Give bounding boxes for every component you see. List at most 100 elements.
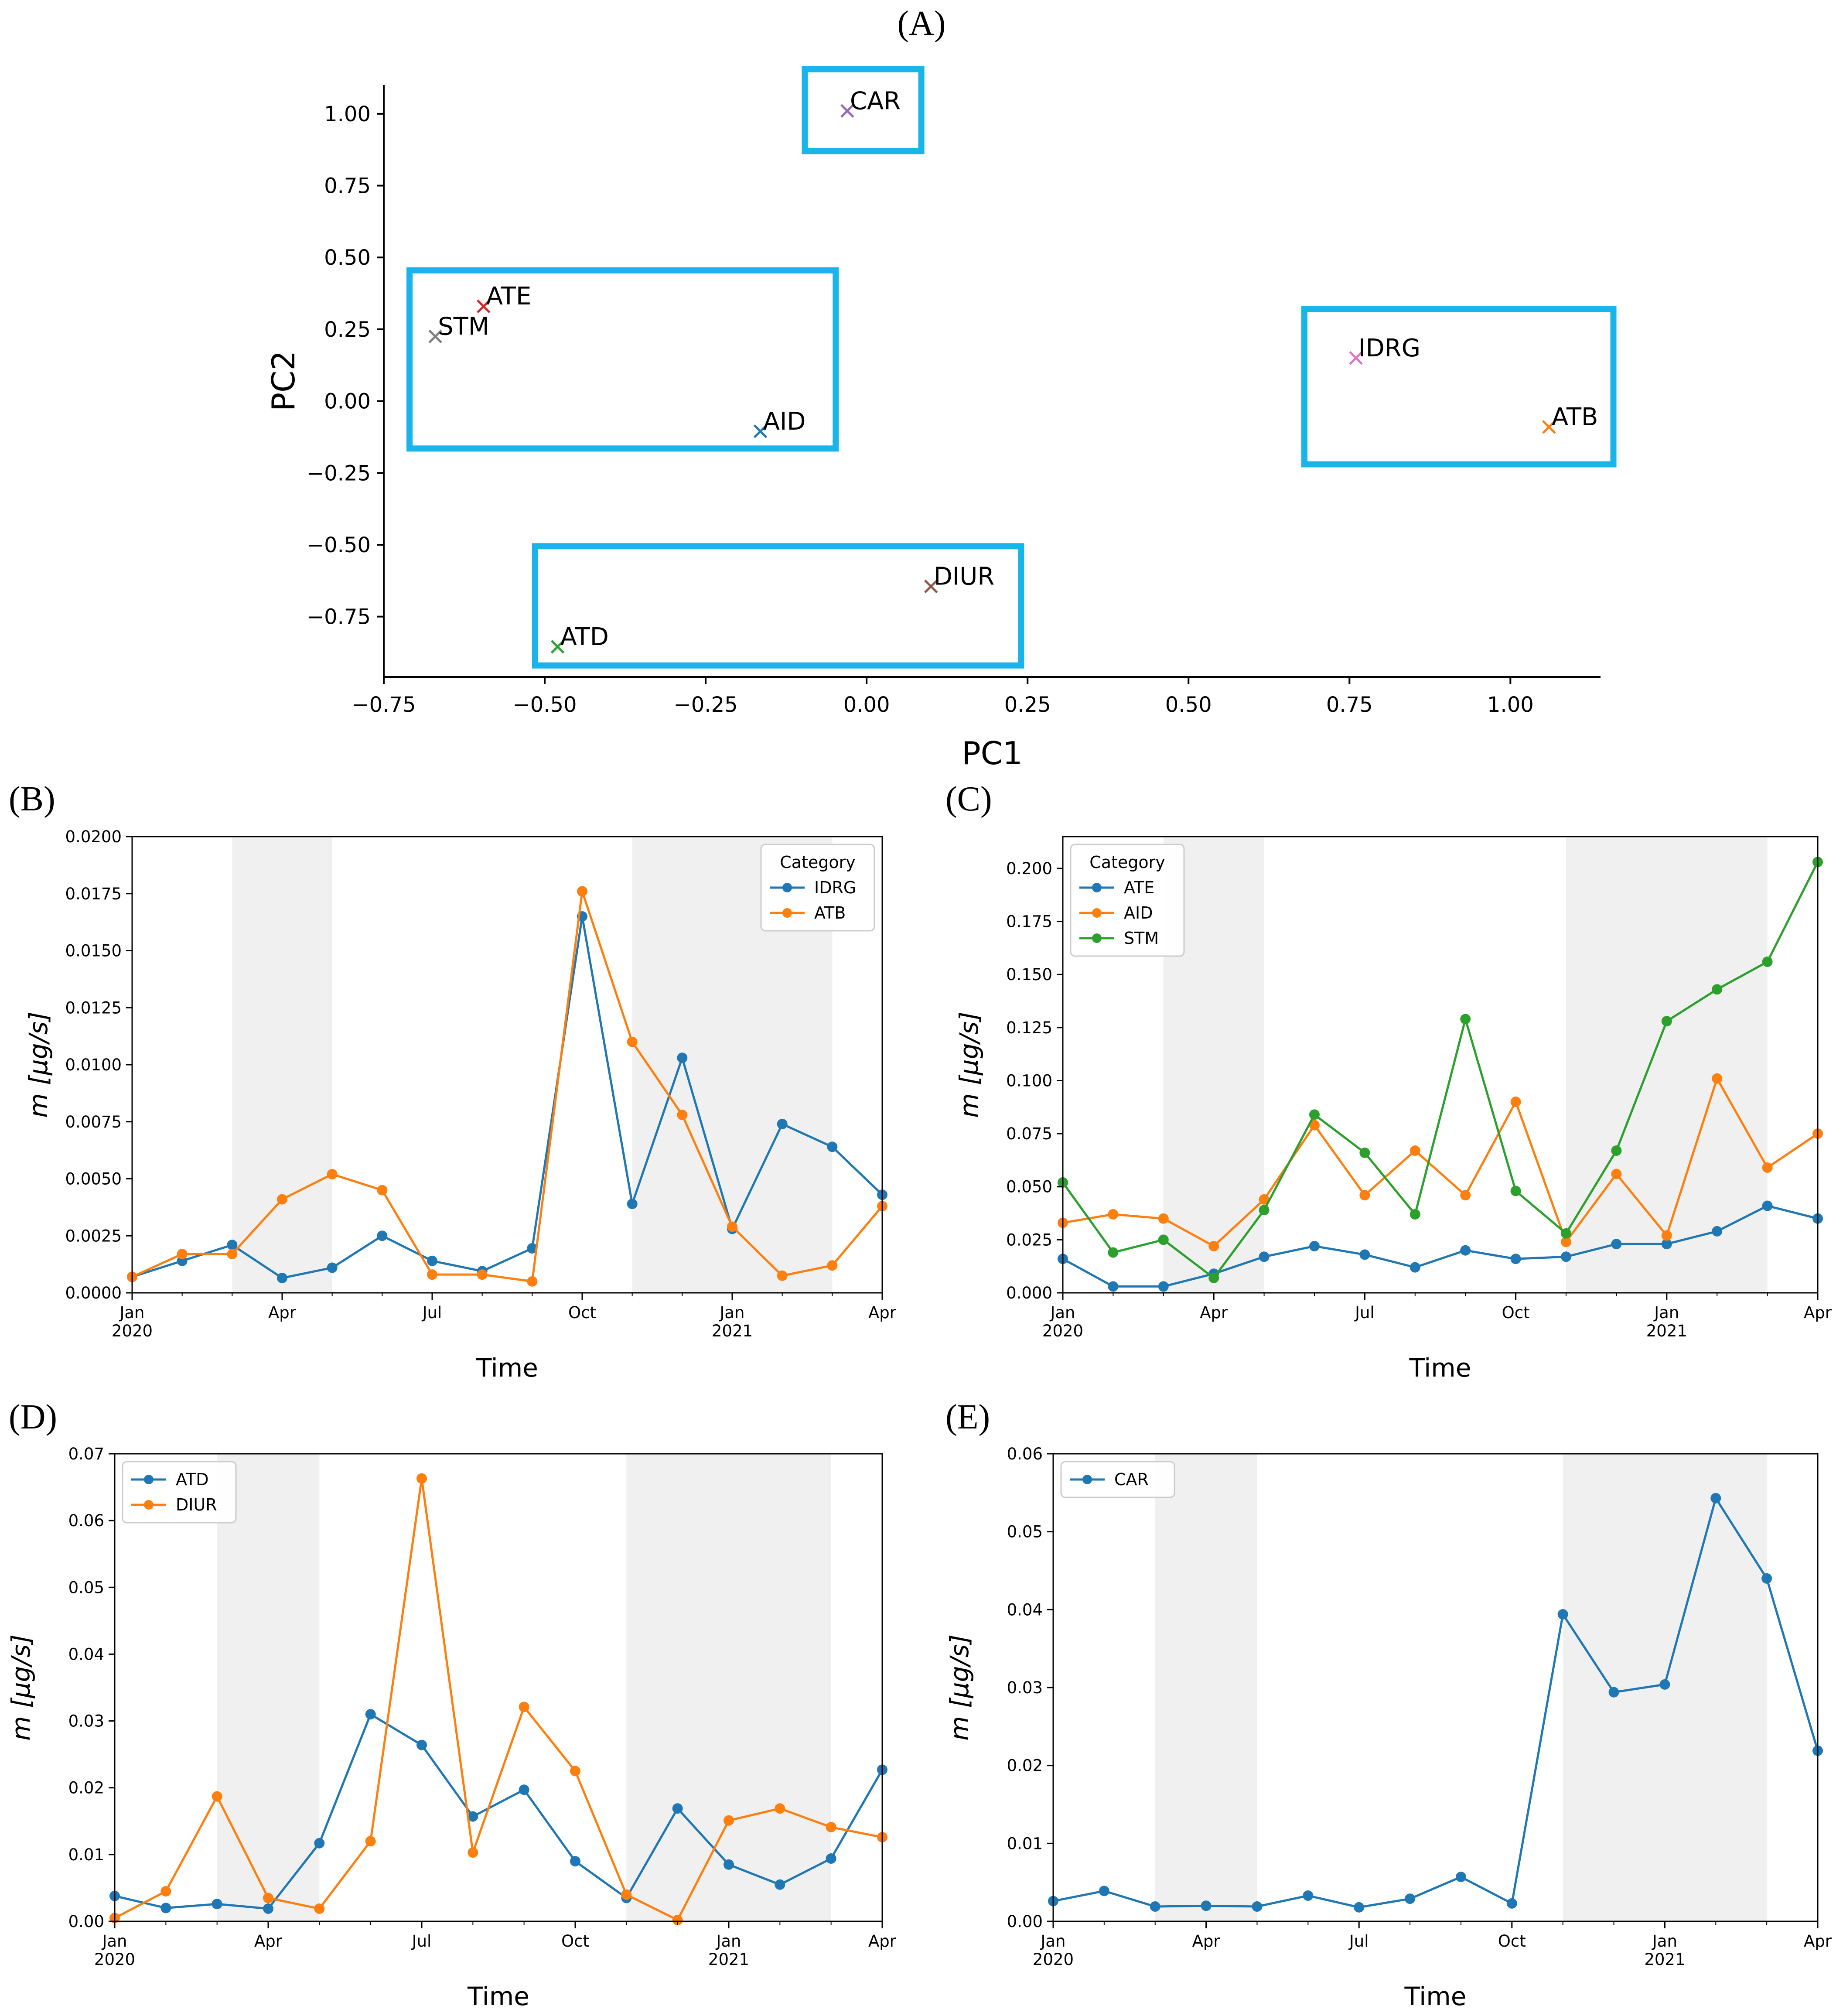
y-tick-label: 0.06 [68,1511,104,1530]
x-tick-label: Oct [568,1303,596,1322]
data-point-atd [365,1709,376,1720]
y-tick-label: 0.75 [324,174,371,198]
panel-label-e: (E) [945,1398,990,1436]
data-point-atd [160,1903,171,1913]
data-point-car [1608,1687,1619,1698]
cluster-box [1301,306,1617,468]
data-point-diur [775,1803,785,1814]
data-point-atd [416,1739,427,1750]
panel-e-line-chart: 0.00 0.01 0.02 0.03 0.04 0.05 0.06 Jan Apr Jul Oct… [945,1445,1832,2011]
legend: ATD DIUR [122,1461,237,1524]
data-point-car [1354,1902,1365,1913]
y-tick-label: 0.050 [1006,1178,1052,1196]
data-point-ate [1510,1254,1521,1264]
legend-marker [1092,908,1102,918]
data-point-atb [677,1110,688,1121]
x-tick-label: Apr [1804,1932,1832,1951]
x-tick-label: 1.00 [1487,693,1534,717]
data-point-diur [621,1889,632,1900]
data-point-idrg [427,1255,437,1266]
data-point-ate [1762,1200,1773,1211]
y-tick-label: 0.01 [1007,1834,1043,1853]
y-tick-label: 0.0050 [65,1170,122,1189]
data-point-idrg [227,1240,238,1251]
x-tick-label: Apr [1192,1932,1221,1951]
data-point-aid [1359,1190,1370,1201]
legend: Category ATE AID STM [1070,844,1185,957]
data-point-stm [1611,1145,1622,1156]
legend-label: ATE [1124,878,1154,897]
x-axis-title: PC1 [962,735,1023,772]
x-tick-label: Jan [1653,1303,1679,1322]
data-point-ate [1259,1251,1270,1262]
data-point-stm [1208,1272,1219,1283]
data-point-diur [672,1914,683,1925]
data-point-atb [277,1194,287,1205]
data-point-stm [1561,1228,1571,1239]
data-point-idrg [327,1262,338,1273]
y-tick-label: 0.0000 [65,1284,122,1302]
data-point-atb [527,1276,538,1287]
legend-label: CAR [1114,1470,1149,1489]
data-point-aid [1762,1162,1773,1173]
x-tick-label: Oct [1502,1303,1530,1322]
data-point-ate [1309,1240,1320,1251]
data-point-ate [1561,1251,1571,1262]
data-point-ate [1611,1239,1622,1250]
data-point-stm [1460,1014,1471,1025]
x-axis-title: Time [1404,1982,1467,2011]
legend-label: ATB [814,903,846,923]
scatter-point [840,104,854,118]
scatter-point [1542,420,1556,434]
data-point-atb [377,1185,388,1196]
y-tick-label: 0.04 [68,1645,104,1664]
y-tick-label: 0.07 [68,1445,104,1463]
point-label: ATB [1552,403,1598,431]
cluster-box [406,267,839,452]
data-point-stm [1158,1234,1169,1245]
data-point-aid [1259,1194,1270,1205]
legend-label: DIUR [176,1495,217,1514]
legend-marker [1082,1475,1092,1484]
y-tick-label: 0.05 [1007,1523,1043,1541]
panel-a-pca-scatter: −0.75 −0.50 −0.25 0.00 0.25 0.50 0.75 1.00 −0.75… [265,66,1617,772]
data-point-aid [1510,1097,1521,1107]
x-tick-label: 0.25 [1004,693,1051,717]
shaded-span [626,1454,831,1921]
data-point-atb [777,1270,788,1281]
series-line-diur [114,1477,883,1921]
legend-title: Category [1089,853,1165,872]
y-tick-label: 0.125 [1006,1018,1052,1037]
data-point-atd [263,1903,273,1914]
scatter-point [428,329,442,344]
y-tick-label: 0.025 [1006,1230,1052,1249]
data-point-atd [468,1811,478,1822]
x-tick-label: Apr [268,1303,297,1322]
legend-marker [1092,883,1102,892]
data-point-ate [1661,1239,1672,1250]
plot-frame [114,1453,883,1922]
scatter-point [477,299,491,313]
x-axis-title: Time [476,1353,538,1383]
data-point-diur [160,1886,171,1897]
y-tick-label: 1.00 [324,102,371,126]
y-tick-label: 0.0150 [65,942,122,960]
data-point-atb [577,886,587,897]
cluster-box [802,66,925,154]
legend-marker [782,908,792,918]
data-point-car [1710,1493,1721,1503]
data-point-atb [627,1036,638,1047]
data-point-diur [826,1822,836,1833]
series-line-stm [1061,861,1819,1279]
scatter-point [550,640,565,654]
series-line-idrg [132,915,883,1279]
y-tick-label: 0.00 [68,1912,104,1931]
y-tick-label: 0.0175 [65,885,122,903]
shaded-span [217,1454,320,1921]
data-point-atd [672,1803,683,1814]
legend-label: ATD [176,1470,209,1489]
legend-marker [782,883,792,892]
y-tick-label: −0.50 [307,533,371,557]
data-point-aid [1712,1073,1723,1084]
